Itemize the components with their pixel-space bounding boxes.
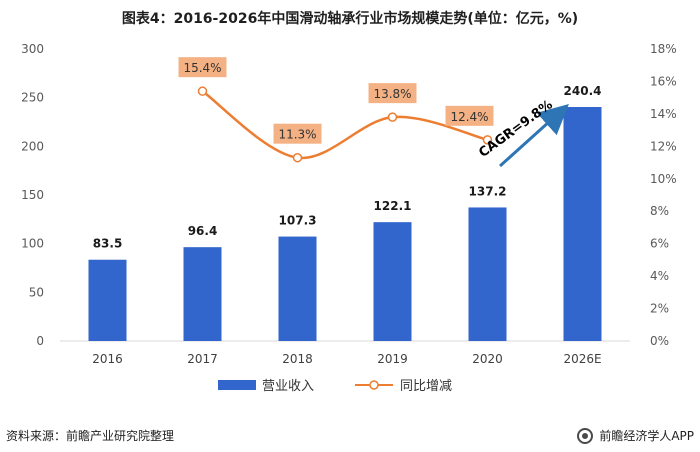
line-value-label: 11.3%: [278, 128, 316, 142]
legend-bar-label: 营业收入: [262, 379, 314, 394]
legend-bar-swatch: [218, 380, 256, 390]
bar: [373, 222, 412, 341]
x-tick-label: 2020: [472, 352, 503, 366]
y-left-tick-label: 0: [36, 334, 44, 348]
line-point: [387, 112, 398, 122]
y-right-tick-label: 0%: [650, 334, 669, 348]
line-label-box: [178, 57, 227, 78]
line-point: [197, 86, 208, 96]
line-label-box: [273, 123, 322, 144]
brand-label: 前瞻经济学人APP: [599, 429, 694, 443]
bar: [183, 247, 222, 341]
growth-line: [201, 90, 488, 160]
line-value-label: 12.4%: [450, 110, 488, 124]
line-value-label: 15.4%: [183, 61, 221, 75]
line-point: [292, 152, 303, 163]
x-tick-label: 2018: [282, 352, 313, 366]
source-note: 资料来源：前瞻产业研究院整理: [6, 429, 175, 443]
bar-value-label: 240.4: [564, 84, 602, 98]
y-right-tick-label: 10%: [650, 172, 677, 186]
bar-value-label: 137.2: [469, 184, 507, 198]
y-right-tick-label: 14%: [650, 107, 677, 121]
cagr-arrow: [498, 103, 569, 168]
bar: [563, 107, 602, 341]
left-axis: 0 50 100 150 200 250 300: [21, 42, 44, 348]
legend: 营业收入 同比增减: [218, 379, 452, 394]
brand-logo-icon: [577, 427, 594, 444]
bar: [468, 207, 507, 341]
y-right-tick-label: 12%: [650, 139, 677, 153]
line-label-box: [368, 83, 417, 104]
y-left-tick-label: 50: [29, 285, 44, 299]
bar-value-label: 96.4: [188, 224, 218, 238]
x-axis: 2016 2017 2018 2019 2020 2026E: [92, 352, 601, 366]
legend-line-marker: [369, 380, 379, 390]
y-right-tick-label: 2%: [650, 302, 669, 316]
y-right-tick-label: 16%: [650, 74, 677, 88]
chart-title: 图表4：2016-2026年中国滑动轴承行业市场规模走势(单位：亿元，%): [121, 11, 579, 27]
x-tick-label: 2017: [187, 352, 218, 366]
right-axis: 0% 2% 4% 6% 8% 10% 12% 14% 16% 18%: [650, 42, 677, 348]
line-series: 15.4% 11.3% 13.8% 12.4%: [178, 57, 494, 163]
line-value-label: 13.8%: [373, 87, 411, 101]
x-tick-label: 2026E: [563, 352, 601, 366]
line-point: [482, 135, 493, 145]
bar-value-labels: 83.5 96.4 107.3 122.1 137.2 240.4: [93, 84, 602, 251]
bar-value-label: 122.1: [374, 199, 412, 213]
y-right-tick-label: 4%: [650, 269, 669, 283]
y-right-tick-label: 6%: [650, 237, 669, 251]
bar: [88, 259, 127, 341]
brand: 前瞻经济学人APP: [577, 427, 694, 444]
x-tick-label: 2016: [92, 352, 123, 366]
y-right-tick-label: 18%: [650, 42, 677, 56]
y-left-tick-label: 300: [21, 42, 44, 56]
bar-value-label: 83.5: [93, 237, 123, 251]
y-left-tick-label: 100: [21, 237, 44, 251]
legend-line-label: 同比增减: [400, 379, 452, 394]
y-right-tick-label: 8%: [650, 204, 669, 218]
bar: [278, 236, 317, 341]
bar-value-label: 107.3: [279, 214, 317, 228]
y-left-tick-label: 250: [21, 91, 44, 105]
y-left-tick-label: 150: [21, 188, 44, 202]
y-left-tick-label: 200: [21, 139, 44, 153]
bar-series: [88, 107, 602, 341]
line-label-box: [445, 105, 494, 126]
x-tick-label: 2019: [377, 352, 408, 366]
